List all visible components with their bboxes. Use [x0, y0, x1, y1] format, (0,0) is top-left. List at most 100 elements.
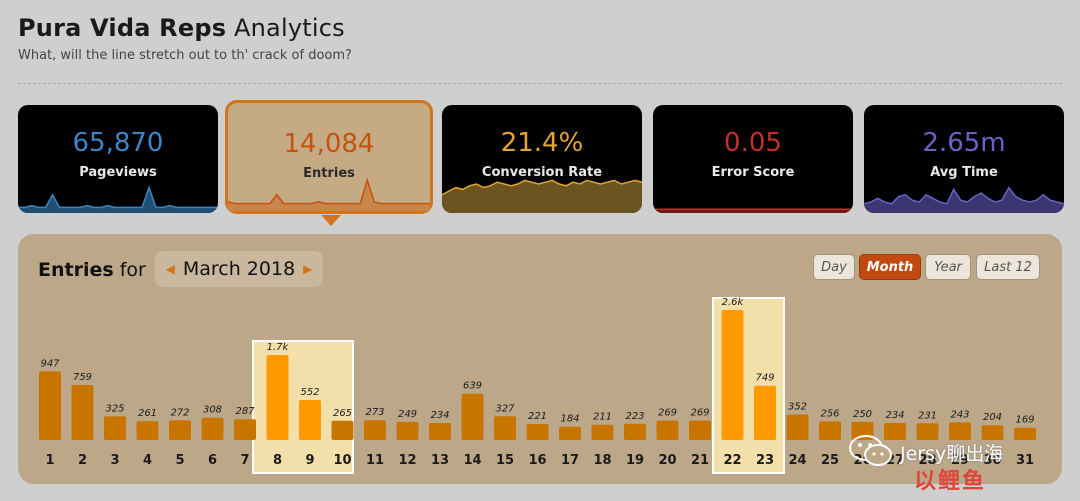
- metric-cards: 65,870 Pageviews 14,084 Entries 21.4% Co…: [18, 100, 1064, 214]
- bar-value-label: 272: [170, 407, 189, 418]
- bar-day-2[interactable]: [71, 385, 94, 440]
- day-tick-label: 8: [273, 453, 282, 468]
- bar-value-label: 287: [235, 406, 255, 417]
- day-tick-label: 12: [398, 453, 416, 468]
- bar-value-label: 1.7k: [267, 342, 290, 353]
- error-sparkline: [653, 208, 853, 213]
- card-pageviews[interactable]: 65,870 Pageviews: [18, 105, 218, 213]
- page-title: Pura Vida Reps Analytics: [18, 14, 345, 42]
- bar-day-18[interactable]: [591, 424, 614, 440]
- range-month-button[interactable]: Month: [859, 254, 921, 280]
- day-tick-label: 24: [788, 453, 806, 468]
- day-tick-label: 28: [918, 453, 936, 468]
- bar-day-17[interactable]: [559, 426, 581, 440]
- bar-value-label: 759: [73, 372, 92, 383]
- bar-value-label: 265: [333, 408, 352, 419]
- day-tick-label: 11: [366, 453, 384, 468]
- page-subtitle: What, will the line stretch out to th' c…: [18, 48, 352, 63]
- sparkline-area: [228, 180, 430, 211]
- day-tick-label: 7: [240, 453, 249, 468]
- bar-value-label: 947: [40, 358, 60, 369]
- bar-day-26[interactable]: [851, 421, 874, 440]
- day-tick-label: 10: [333, 453, 351, 468]
- bar-day-30[interactable]: [981, 425, 1004, 440]
- bar-day-24[interactable]: [786, 414, 809, 441]
- day-tick-label: 15: [496, 453, 514, 468]
- day-tick-label: 17: [561, 453, 579, 468]
- day-tick-label: 1: [45, 453, 54, 468]
- bar-day-10[interactable]: [331, 420, 354, 440]
- day-tick-label: 22: [723, 453, 741, 468]
- pageviews-sparkline: [18, 185, 218, 213]
- bar-value-label: 231: [918, 410, 937, 421]
- bar-day-8[interactable]: [266, 355, 289, 440]
- bar-day-21[interactable]: [689, 420, 711, 441]
- bar-value-label: 169: [1015, 415, 1034, 426]
- caret-right-icon[interactable]: ▶: [303, 262, 313, 276]
- card-label: Entries: [303, 166, 355, 181]
- bar-day-31[interactable]: [1014, 427, 1036, 440]
- bar-value-label: 352: [788, 402, 807, 413]
- range-day-button[interactable]: Day: [813, 254, 855, 280]
- day-tick-label: 16: [528, 453, 546, 468]
- bar-day-23[interactable]: [754, 385, 776, 440]
- card-avg-time[interactable]: 2.65m Avg Time: [864, 105, 1064, 213]
- day-tick-label: 9: [305, 453, 314, 468]
- bar-day-16[interactable]: [526, 424, 549, 440]
- page-header: Pura Vida Reps Analytics What, will the …: [18, 14, 1068, 63]
- bar-day-22[interactable]: [721, 310, 744, 440]
- bar-day-9[interactable]: [299, 400, 321, 440]
- bar-day-1[interactable]: [39, 371, 61, 440]
- sparkline-line: [18, 185, 218, 209]
- bar-day-14[interactable]: [461, 393, 484, 440]
- sparkline-area: [442, 180, 642, 213]
- card-conversion-rate[interactable]: 21.4% Conversion Rate: [442, 105, 642, 213]
- bar-day-25[interactable]: [819, 421, 841, 440]
- bar-day-7[interactable]: [234, 419, 256, 440]
- sparkline-line: [442, 179, 642, 196]
- bar-day-6[interactable]: [201, 417, 224, 440]
- header-divider: [18, 83, 1062, 84]
- range-last12-button[interactable]: Last 12: [976, 254, 1040, 280]
- card-label: Conversion Rate: [481, 165, 603, 180]
- bar-value-label: 261: [138, 408, 157, 419]
- bar-value-label: 221: [528, 411, 547, 422]
- day-tick-label: 5: [175, 453, 184, 468]
- bar-day-11[interactable]: [364, 420, 386, 440]
- bar-day-27[interactable]: [884, 423, 906, 440]
- range-year-button[interactable]: Year: [925, 254, 971, 280]
- day-tick-label: 25: [821, 453, 839, 468]
- bar-day-4[interactable]: [136, 421, 159, 440]
- day-tick-label: 4: [143, 453, 152, 468]
- bar-day-29[interactable]: [949, 422, 971, 440]
- bar-day-19[interactable]: [624, 423, 646, 440]
- card-entries[interactable]: 14,084 Entries: [225, 100, 433, 214]
- day-tick-label: 6: [208, 453, 217, 468]
- bar-day-3[interactable]: [104, 416, 126, 440]
- bar-value-label: 256: [820, 408, 839, 419]
- bar-value-label: 749: [755, 373, 774, 384]
- bar-day-20[interactable]: [656, 420, 679, 441]
- bar-value-label: 234: [430, 410, 449, 421]
- bar-value-label: 273: [365, 407, 384, 418]
- bar-day-5[interactable]: [169, 420, 191, 440]
- bar-day-15[interactable]: [494, 416, 516, 440]
- bar-day-12[interactable]: [396, 421, 419, 440]
- bar-value-label: 211: [593, 412, 612, 423]
- bar-value-label: 325: [105, 403, 124, 414]
- bar-value-label: 552: [300, 387, 319, 398]
- caret-left-icon[interactable]: ◀: [165, 262, 175, 276]
- sparkline-area: [653, 209, 853, 213]
- sparkline-area: [18, 187, 218, 213]
- bar-value-label: 250: [853, 409, 872, 420]
- bar-value-label: 269: [658, 408, 677, 419]
- card-error-score[interactable]: 0.05 Error Score: [653, 105, 853, 213]
- card-value: 14,084: [283, 129, 375, 159]
- month-selector: ◀ March 2018 ▶: [155, 251, 323, 287]
- bar-value-label: 234: [885, 410, 904, 421]
- bar-day-28[interactable]: [916, 423, 939, 440]
- bar-value-label: 639: [463, 381, 482, 392]
- panel-title: Entries for: [38, 259, 146, 281]
- bar-value-label: 308: [203, 405, 222, 416]
- bar-day-13[interactable]: [429, 423, 451, 440]
